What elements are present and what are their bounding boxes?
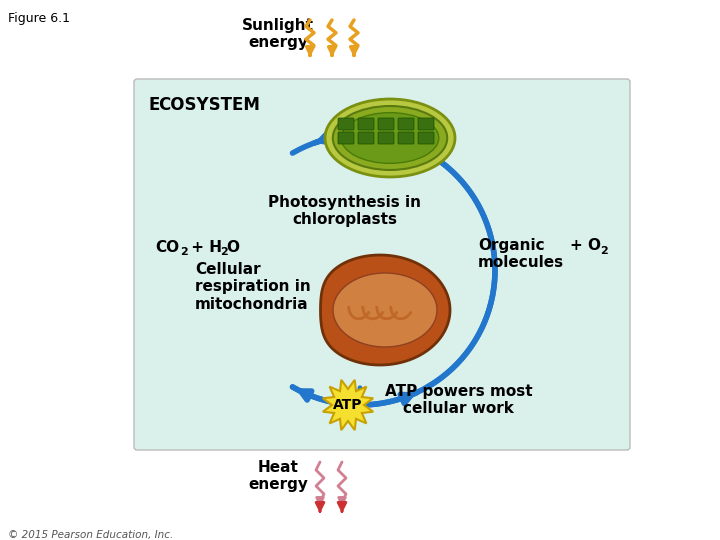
Text: Sunlight
energy: Sunlight energy <box>242 18 314 50</box>
FancyBboxPatch shape <box>358 118 374 130</box>
Text: © 2015 Pearson Education, Inc.: © 2015 Pearson Education, Inc. <box>8 530 174 540</box>
Polygon shape <box>333 273 437 347</box>
FancyBboxPatch shape <box>398 118 414 130</box>
Text: Cellular
respiration in
mitochondria: Cellular respiration in mitochondria <box>195 262 311 312</box>
Text: 2: 2 <box>220 247 228 257</box>
Text: Figure 6.1: Figure 6.1 <box>8 12 70 25</box>
Text: Photosynthesis in
chloroplasts: Photosynthesis in chloroplasts <box>269 195 421 227</box>
Text: + H: + H <box>186 240 222 255</box>
Polygon shape <box>320 255 450 365</box>
Text: + O: + O <box>570 238 601 253</box>
Ellipse shape <box>325 99 455 177</box>
Text: Organic
molecules: Organic molecules <box>478 238 564 271</box>
FancyBboxPatch shape <box>418 132 434 144</box>
FancyBboxPatch shape <box>338 132 354 144</box>
Polygon shape <box>323 380 373 430</box>
Text: E: E <box>149 96 161 114</box>
Ellipse shape <box>333 106 447 170</box>
FancyBboxPatch shape <box>358 132 374 144</box>
FancyBboxPatch shape <box>418 118 434 130</box>
Text: ATP powers most
cellular work: ATP powers most cellular work <box>385 384 533 416</box>
Text: 2: 2 <box>180 247 188 257</box>
FancyBboxPatch shape <box>338 118 354 130</box>
Text: 2: 2 <box>600 246 608 256</box>
FancyBboxPatch shape <box>378 132 394 144</box>
Text: ATP: ATP <box>333 398 363 412</box>
Ellipse shape <box>341 113 438 163</box>
FancyBboxPatch shape <box>378 118 394 130</box>
Text: O: O <box>226 240 239 255</box>
FancyBboxPatch shape <box>398 132 414 144</box>
Text: COSYSTEM: COSYSTEM <box>158 96 260 114</box>
FancyBboxPatch shape <box>134 79 630 450</box>
Text: CO: CO <box>155 240 179 255</box>
Text: Heat
energy: Heat energy <box>248 460 308 492</box>
